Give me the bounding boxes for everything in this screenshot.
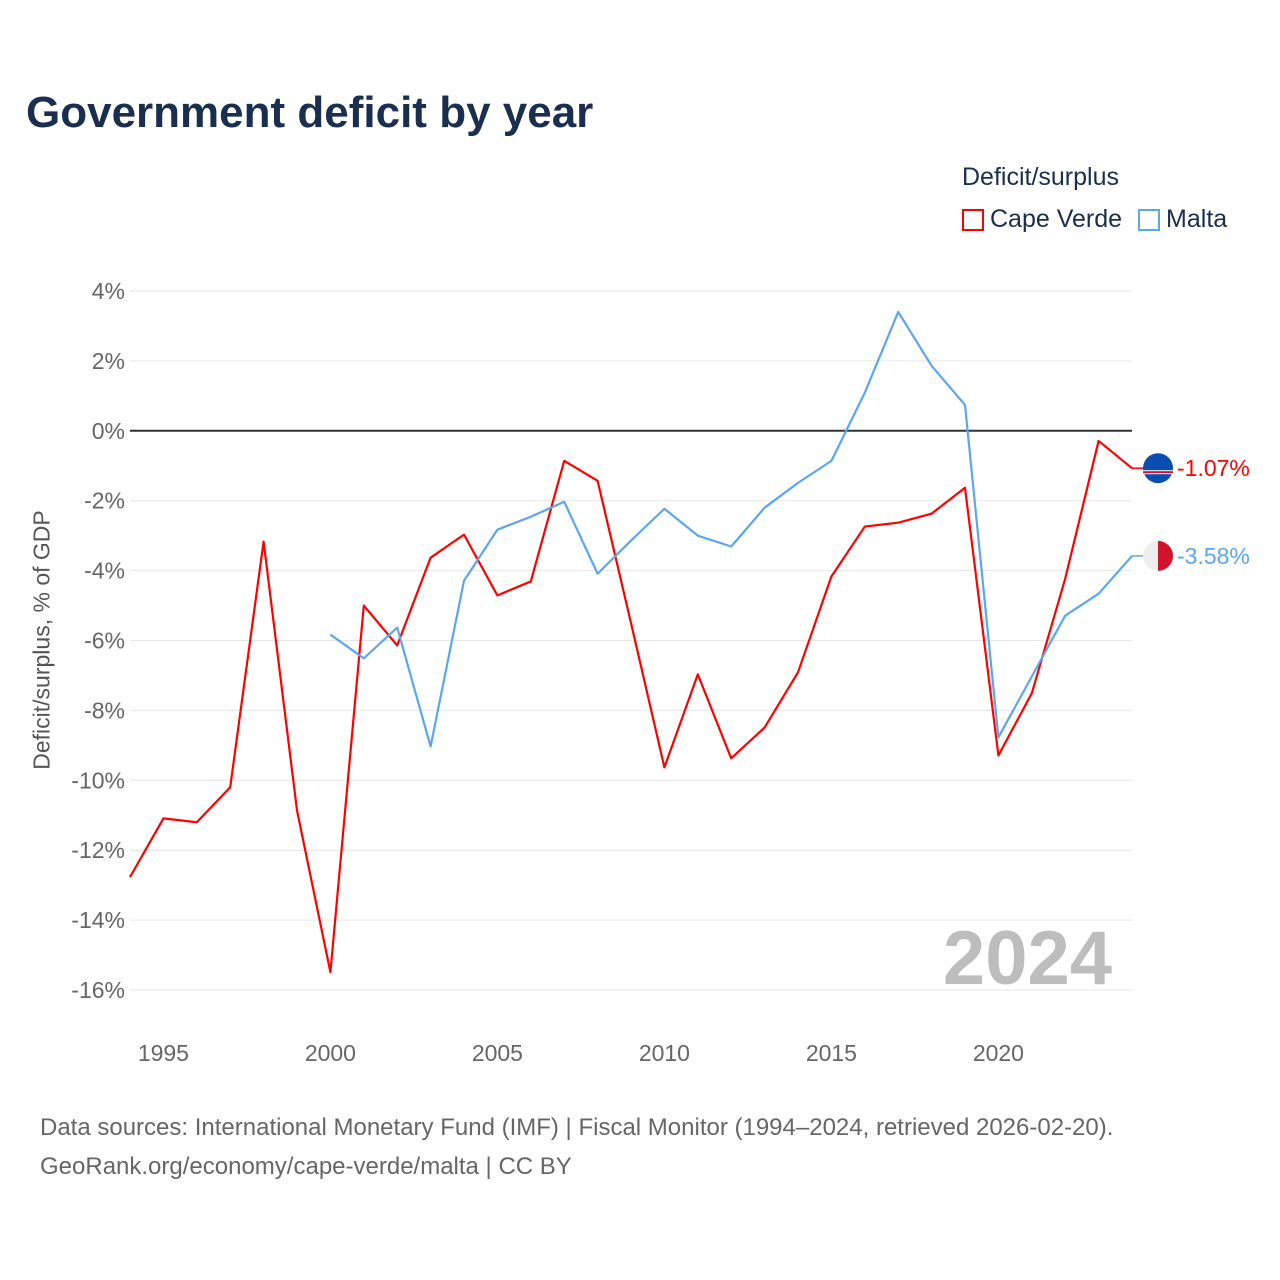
data-point <box>862 524 868 530</box>
data-point <box>428 555 434 561</box>
data-point <box>661 506 667 512</box>
data-point <box>1062 576 1068 582</box>
data-point <box>394 642 400 648</box>
y-tick-label: -4% <box>84 558 125 584</box>
x-tick-label: 2005 <box>472 1040 523 1066</box>
data-point <box>595 571 601 577</box>
x-tick-label: 1995 <box>138 1040 189 1066</box>
data-point <box>828 574 834 580</box>
y-tick-label: 0% <box>92 418 125 444</box>
cape-verde-flag-icon <box>1143 453 1173 484</box>
data-point <box>494 592 500 598</box>
y-tick-label: -8% <box>84 697 125 723</box>
data-point <box>695 533 701 539</box>
x-tick-label: 2020 <box>973 1040 1024 1066</box>
data-point <box>895 309 901 315</box>
data-point <box>394 625 400 631</box>
data-point <box>862 390 868 396</box>
end-value-label: -1.07% <box>1177 455 1250 481</box>
legend-item-malta[interactable]: Malta <box>1138 205 1227 234</box>
data-point <box>428 743 434 749</box>
legend-label: Malta <box>1166 205 1228 233</box>
data-point <box>795 669 801 675</box>
y-tick-label: -10% <box>71 767 125 793</box>
legend-item-cape-verde[interactable]: Cape Verde <box>962 205 1122 234</box>
data-point <box>461 532 467 538</box>
data-point <box>1029 673 1035 679</box>
data-point <box>461 578 467 584</box>
legend: Cape Verde Malta <box>962 205 1227 234</box>
legend-label: Cape Verde <box>990 205 1123 233</box>
legend-title: Deficit/surplus <box>962 163 1119 191</box>
data-point <box>261 539 267 545</box>
data-point <box>962 402 968 408</box>
data-point <box>762 505 768 511</box>
data-point <box>762 725 768 731</box>
data-point <box>995 734 1001 740</box>
y-tick-label: -2% <box>84 488 125 514</box>
data-point <box>695 671 701 677</box>
data-point <box>628 538 634 544</box>
data-point <box>995 752 1001 758</box>
data-point <box>628 620 634 626</box>
data-point <box>294 807 300 813</box>
flag-stripe <box>1143 471 1173 474</box>
series-line-malta <box>329 310 1133 748</box>
data-point <box>494 527 500 533</box>
x-tick-label: 2000 <box>305 1040 356 1066</box>
data-point <box>661 764 667 770</box>
data-point <box>895 520 901 526</box>
source-line: Data sources: International Monetary Fun… <box>40 1114 1114 1141</box>
y-tick-label: -12% <box>71 837 125 863</box>
data-point <box>929 363 935 369</box>
y-tick-label: 2% <box>92 348 125 374</box>
data-point <box>227 784 233 790</box>
data-point <box>828 458 834 464</box>
data-point <box>194 819 200 825</box>
data-point <box>160 815 166 821</box>
series-line-cape-verde <box>129 439 1133 974</box>
end-value-label: -3.58% <box>1177 543 1250 569</box>
x-tick-label: 2015 <box>806 1040 857 1066</box>
chart-title: Government deficit by year <box>26 88 594 137</box>
legend-swatch <box>1138 208 1161 231</box>
y-tick-label: -6% <box>84 628 125 654</box>
source-link[interactable]: GeoRank.org/economy/cape-verde/malta | C… <box>40 1153 572 1180</box>
data-point <box>528 578 534 584</box>
source-note: Data sources: International Monetary Fun… <box>40 1108 1113 1186</box>
data-point <box>1096 591 1102 597</box>
legend-swatch <box>962 208 984 231</box>
data-point <box>361 655 367 661</box>
data-point <box>1096 438 1102 444</box>
y-tick-label: -14% <box>71 907 125 933</box>
data-point <box>962 485 968 491</box>
year-watermark: 2024 <box>943 916 1112 1001</box>
data-point <box>561 499 567 505</box>
data-point <box>795 480 801 486</box>
y-tick-label: 4% <box>92 278 125 304</box>
data-point <box>728 543 734 549</box>
x-tick-label: 2010 <box>639 1040 690 1066</box>
data-point <box>929 511 935 517</box>
data-point <box>327 969 333 975</box>
data-point <box>595 478 601 484</box>
data-point <box>361 603 367 609</box>
data-point <box>1062 613 1068 619</box>
data-point <box>561 458 567 464</box>
data-point <box>1029 690 1035 696</box>
data-point <box>528 514 534 520</box>
data-point <box>728 755 734 761</box>
y-tick-label: -16% <box>71 977 125 1003</box>
data-point <box>127 874 133 880</box>
flag-half <box>1158 540 1174 571</box>
data-point <box>327 632 333 638</box>
